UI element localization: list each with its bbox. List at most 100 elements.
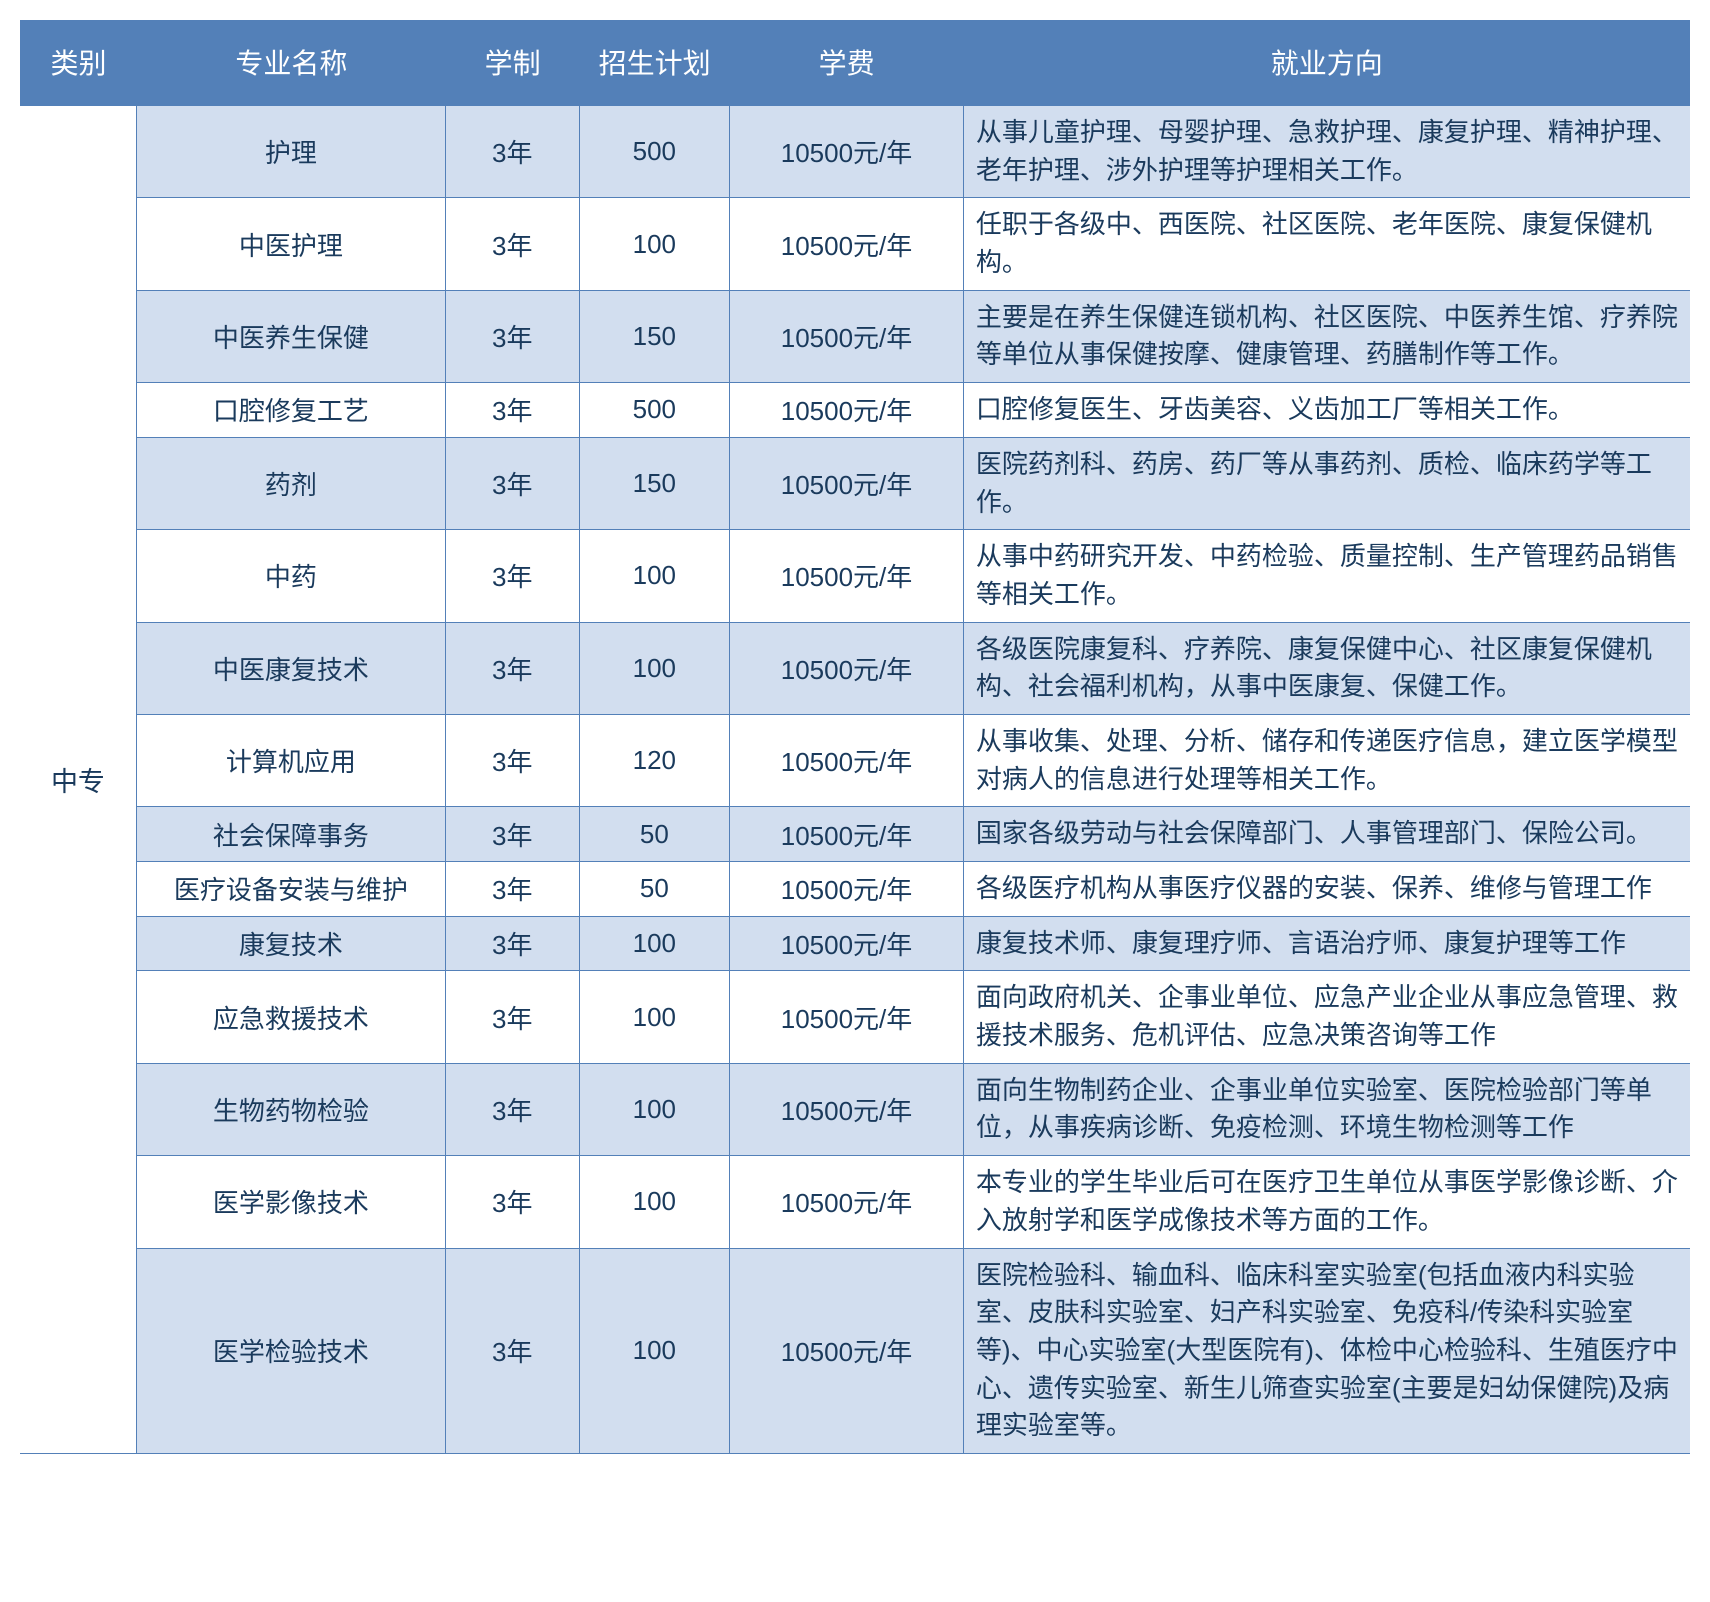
- cell-career: 从事儿童护理、母婴护理、急救护理、康复护理、精神护理、老年护理、涉外护理等护理相…: [964, 106, 1690, 198]
- cell-major: 应急救援技术: [137, 971, 446, 1063]
- cell-major: 中药: [137, 530, 446, 622]
- cell-duration: 3年: [446, 807, 580, 862]
- cell-duration: 3年: [446, 438, 580, 530]
- cell-duration: 3年: [446, 291, 580, 383]
- cell-fee: 10500元/年: [730, 291, 964, 383]
- cell-major: 药剂: [137, 438, 446, 530]
- cell-major: 社会保障事务: [137, 807, 446, 862]
- cell-major: 医学影像技术: [137, 1156, 446, 1248]
- table-row: 药剂3年15010500元/年医院药剂科、药房、药厂等从事药剂、质检、临床药学等…: [137, 438, 1690, 530]
- cell-duration: 3年: [446, 715, 580, 807]
- cell-plan: 150: [580, 438, 731, 530]
- header-category: 类别: [20, 20, 137, 104]
- cell-major: 中医康复技术: [137, 623, 446, 715]
- cell-duration: 3年: [446, 1064, 580, 1156]
- cell-fee: 10500元/年: [730, 198, 964, 290]
- table-row: 社会保障事务3年5010500元/年国家各级劳动与社会保障部门、人事管理部门、保…: [137, 807, 1690, 862]
- table-row: 中医护理3年10010500元/年任职于各级中、西医院、社区医院、老年医院、康复…: [137, 198, 1690, 290]
- header-fee: 学费: [730, 20, 964, 104]
- table-row: 生物药物检验3年10010500元/年面向生物制药企业、企事业单位实验室、医院检…: [137, 1064, 1690, 1156]
- cell-plan: 50: [580, 807, 731, 862]
- cell-career: 各级医疗机构从事医疗仪器的安装、保养、维修与管理工作: [964, 862, 1690, 917]
- table-row: 医学检验技术3年10010500元/年医院检验科、输血科、临床科室实验室(包括血…: [137, 1249, 1690, 1454]
- cell-career: 医院药剂科、药房、药厂等从事药剂、质检、临床药学等工作。: [964, 438, 1690, 530]
- cell-plan: 150: [580, 291, 731, 383]
- cell-duration: 3年: [446, 198, 580, 290]
- cell-plan: 100: [580, 917, 731, 972]
- cell-major: 医疗设备安装与维护: [137, 862, 446, 917]
- table-row: 中医康复技术3年10010500元/年各级医院康复科、疗养院、康复保健中心、社区…: [137, 623, 1690, 715]
- table-row: 医疗设备安装与维护3年5010500元/年各级医疗机构从事医疗仪器的安装、保养、…: [137, 862, 1690, 917]
- cell-fee: 10500元/年: [730, 971, 964, 1063]
- cell-duration: 3年: [446, 530, 580, 622]
- table-row: 康复技术3年10010500元/年康复技术师、康复理疗师、言语治疗师、康复护理等…: [137, 917, 1690, 972]
- table-body: 中专 护理3年50010500元/年从事儿童护理、母婴护理、急救护理、康复护理、…: [20, 104, 1690, 1454]
- cell-career: 口腔修复医生、牙齿美容、义齿加工厂等相关工作。: [964, 383, 1690, 438]
- cell-fee: 10500元/年: [730, 383, 964, 438]
- cell-plan: 100: [580, 198, 731, 290]
- table-row: 应急救援技术3年10010500元/年面向政府机关、企事业单位、应急产业企业从事…: [137, 971, 1690, 1063]
- cell-career: 主要是在养生保健连锁机构、社区医院、中医养生馆、疗养院等单位从事保健按摩、健康管…: [964, 291, 1690, 383]
- cell-duration: 3年: [446, 971, 580, 1063]
- cell-duration: 3年: [446, 106, 580, 198]
- enrollment-table: 类别 专业名称 学制 招生计划 学费 就业方向 中专 护理3年50010500元…: [20, 20, 1690, 1454]
- cell-career: 康复技术师、康复理疗师、言语治疗师、康复护理等工作: [964, 917, 1690, 972]
- cell-career: 从事收集、处理、分析、储存和传递医疗信息，建立医学模型对病人的信息进行处理等相关…: [964, 715, 1690, 807]
- cell-duration: 3年: [446, 1156, 580, 1248]
- cell-major: 生物药物检验: [137, 1064, 446, 1156]
- cell-plan: 100: [580, 1064, 731, 1156]
- cell-career: 各级医院康复科、疗养院、康复保健中心、社区康复保健机构、社会福利机构，从事中医康…: [964, 623, 1690, 715]
- table-row: 医学影像技术3年10010500元/年本专业的学生毕业后可在医疗卫生单位从事医学…: [137, 1156, 1690, 1248]
- table-row: 计算机应用3年12010500元/年从事收集、处理、分析、储存和传递医疗信息，建…: [137, 715, 1690, 807]
- cell-plan: 500: [580, 106, 731, 198]
- cell-fee: 10500元/年: [730, 530, 964, 622]
- cell-fee: 10500元/年: [730, 1156, 964, 1248]
- cell-major: 口腔修复工艺: [137, 383, 446, 438]
- table-row: 护理3年50010500元/年从事儿童护理、母婴护理、急救护理、康复护理、精神护…: [137, 106, 1690, 198]
- cell-fee: 10500元/年: [730, 862, 964, 917]
- cell-fee: 10500元/年: [730, 715, 964, 807]
- cell-plan: 100: [580, 971, 731, 1063]
- cell-career: 从事中药研究开发、中药检验、质量控制、生产管理药品销售等相关工作。: [964, 530, 1690, 622]
- cell-major: 护理: [137, 106, 446, 198]
- cell-fee: 10500元/年: [730, 106, 964, 198]
- header-plan: 招生计划: [579, 20, 729, 104]
- cell-career: 医院检验科、输血科、临床科室实验室(包括血液内科实验室、皮肤科实验室、妇产科实验…: [964, 1249, 1690, 1454]
- table-row: 中医养生保健3年15010500元/年主要是在养生保健连锁机构、社区医院、中医养…: [137, 291, 1690, 383]
- cell-fee: 10500元/年: [730, 1249, 964, 1454]
- cell-major: 计算机应用: [137, 715, 446, 807]
- cell-plan: 500: [580, 383, 731, 438]
- cell-fee: 10500元/年: [730, 438, 964, 530]
- cell-career: 面向政府机关、企事业单位、应急产业企业从事应急管理、救援技术服务、危机评估、应急…: [964, 971, 1690, 1063]
- cell-career: 面向生物制药企业、企事业单位实验室、医院检验部门等单位，从事疾病诊断、免疫检测、…: [964, 1064, 1690, 1156]
- cell-duration: 3年: [446, 1249, 580, 1454]
- cell-major: 中医养生保健: [137, 291, 446, 383]
- cell-career: 任职于各级中、西医院、社区医院、老年医院、康复保健机构。: [964, 198, 1690, 290]
- header-major: 专业名称: [137, 20, 446, 104]
- cell-duration: 3年: [446, 383, 580, 438]
- header-career: 就业方向: [964, 20, 1690, 104]
- cell-plan: 100: [580, 623, 731, 715]
- table-header: 类别 专业名称 学制 招生计划 学费 就业方向: [20, 20, 1690, 104]
- cell-duration: 3年: [446, 623, 580, 715]
- cell-plan: 120: [580, 715, 731, 807]
- table-row: 中药3年10010500元/年从事中药研究开发、中药检验、质量控制、生产管理药品…: [137, 530, 1690, 622]
- cell-plan: 50: [580, 862, 731, 917]
- cell-fee: 10500元/年: [730, 1064, 964, 1156]
- cell-major: 医学检验技术: [137, 1249, 446, 1454]
- cell-fee: 10500元/年: [730, 623, 964, 715]
- cell-plan: 100: [580, 530, 731, 622]
- category-cell: 中专: [20, 106, 137, 1454]
- cell-duration: 3年: [446, 917, 580, 972]
- cell-fee: 10500元/年: [730, 807, 964, 862]
- cell-plan: 100: [580, 1156, 731, 1248]
- header-duration: 学制: [446, 20, 580, 104]
- table-row: 口腔修复工艺3年50010500元/年口腔修复医生、牙齿美容、义齿加工厂等相关工…: [137, 383, 1690, 438]
- cell-major: 中医护理: [137, 198, 446, 290]
- cell-plan: 100: [580, 1249, 731, 1454]
- cell-career: 本专业的学生毕业后可在医疗卫生单位从事医学影像诊断、介入放射学和医学成像技术等方…: [964, 1156, 1690, 1248]
- cell-career: 国家各级劳动与社会保障部门、人事管理部门、保险公司。: [964, 807, 1690, 862]
- cell-duration: 3年: [446, 862, 580, 917]
- cell-fee: 10500元/年: [730, 917, 964, 972]
- cell-major: 康复技术: [137, 917, 446, 972]
